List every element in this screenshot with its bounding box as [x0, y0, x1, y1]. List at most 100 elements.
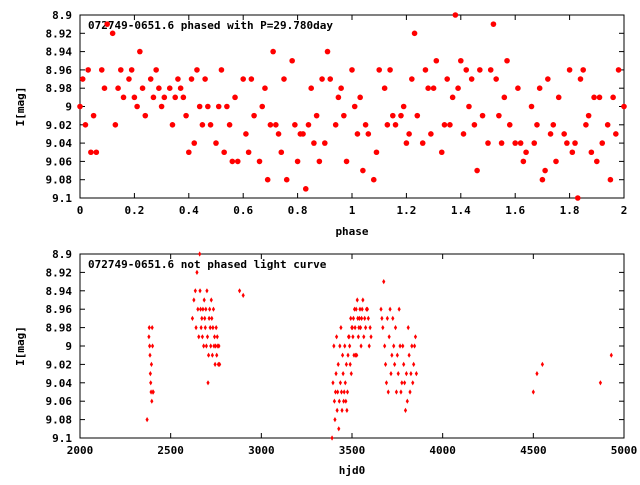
data-point [346, 352, 350, 358]
data-point [585, 112, 592, 119]
data-point [194, 67, 200, 73]
data-point [190, 315, 195, 321]
data-point [359, 343, 363, 349]
data-point [613, 131, 619, 137]
data-point [566, 67, 573, 73]
data-point [212, 334, 217, 340]
data-point [210, 315, 214, 321]
data-point [139, 85, 146, 91]
data-point [215, 103, 222, 110]
data-point [210, 352, 214, 358]
data-point [550, 122, 557, 128]
data-point [517, 140, 524, 146]
data-point [248, 76, 255, 82]
data-point [322, 140, 328, 146]
data-point [195, 269, 199, 275]
data-point [356, 315, 360, 321]
data-point [131, 94, 138, 101]
data-point [200, 315, 204, 321]
data-point [369, 334, 373, 340]
data-point [394, 389, 399, 395]
data-point [218, 67, 225, 73]
data-point [354, 306, 358, 312]
data-point [362, 122, 369, 128]
x-tick-label: 0.4 [179, 204, 199, 217]
data-point [506, 122, 513, 128]
data-point [341, 371, 345, 377]
data-point [373, 149, 380, 156]
data-point [336, 389, 340, 395]
data-point [351, 103, 358, 110]
data-point [400, 380, 404, 386]
data-point [360, 167, 366, 174]
y-tick-label: 8.94 [46, 46, 73, 59]
x-axis-ticks: 2000 2500 3000 3500 4000 4500 5000 [67, 254, 638, 457]
data-point [145, 417, 149, 423]
data-point [192, 297, 196, 303]
data-point [572, 140, 578, 146]
data-point [403, 407, 408, 413]
data-point [367, 343, 371, 349]
data-point [364, 325, 368, 331]
data-point [237, 288, 242, 294]
data-point [243, 131, 249, 137]
data-point [370, 176, 377, 183]
data-point [213, 361, 217, 367]
x-tick-label: 5000 [611, 444, 638, 457]
data-point [504, 57, 510, 64]
data-point [205, 288, 209, 294]
data-point [217, 343, 221, 349]
data-point [490, 21, 497, 27]
data-point [175, 76, 181, 82]
data-point [196, 306, 200, 312]
data-point [438, 149, 445, 156]
data-point [180, 94, 187, 101]
data-point [520, 158, 527, 165]
y-tick-label: 8.96 [46, 303, 73, 316]
data-point [226, 122, 233, 128]
x-tick-label: 1.2 [396, 204, 416, 217]
data-point [215, 352, 219, 358]
data-point [166, 85, 173, 91]
data-point [342, 398, 346, 404]
data-point [150, 398, 154, 404]
data-point [496, 112, 502, 119]
x-axis-label: phase [335, 225, 368, 238]
data-point [534, 122, 540, 128]
data-point [332, 122, 339, 128]
data-point [354, 131, 361, 137]
data-point [463, 67, 470, 73]
data-point [203, 325, 207, 331]
data-point [356, 334, 360, 340]
y-tick-label: 9.06 [46, 155, 73, 168]
data-point [262, 85, 268, 91]
data-point [198, 306, 203, 312]
data-point [283, 176, 290, 183]
x-tick-label: 1.4 [451, 204, 471, 217]
data-point [209, 343, 213, 349]
data-point [278, 149, 285, 156]
data-point [221, 149, 227, 156]
data-point [381, 85, 388, 91]
data-point [241, 292, 245, 298]
data-point [382, 279, 386, 285]
data-point [151, 389, 155, 395]
data-point [197, 334, 201, 340]
data-point [355, 352, 359, 358]
x-tick-label: 0 [77, 204, 84, 217]
data-point [142, 112, 149, 119]
data-point [148, 352, 152, 358]
data-point [379, 306, 383, 312]
data-point [406, 325, 410, 331]
data-point [540, 361, 544, 367]
data-point [411, 30, 418, 37]
data-point [335, 94, 342, 101]
data-point [204, 343, 208, 349]
data-point [149, 380, 153, 386]
data-point [385, 315, 389, 321]
unphased-light-curve-panel: 072749-0651.6 not phased light curve hjd… [14, 248, 637, 477]
data-point [264, 176, 271, 183]
y-tick-label: 8.92 [46, 266, 73, 279]
x-tick-label: 0.2 [124, 204, 144, 217]
